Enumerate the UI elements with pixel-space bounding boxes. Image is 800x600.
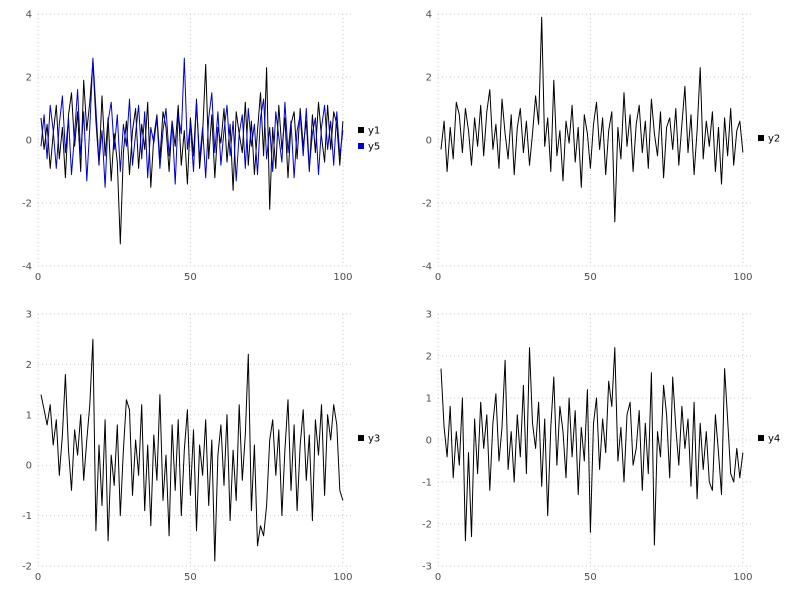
y-tick-label: 1 (426, 394, 432, 405)
x-tick-label: 100 (333, 572, 352, 583)
x-tick-label: 0 (435, 572, 441, 583)
y-tick-label: 0 (426, 136, 432, 147)
legend-swatch-y1 (358, 127, 364, 133)
y-tick-label: -4 (422, 262, 432, 273)
legend-swatch-y3 (358, 435, 364, 441)
x-tick-label: 100 (733, 272, 752, 283)
series-line-y5 (40, 57, 344, 188)
x-tick-label: 50 (184, 572, 197, 583)
x-tick-label: 0 (435, 272, 441, 283)
y-tick-label: -3 (422, 562, 432, 573)
y-tick-label: 3 (26, 310, 32, 321)
y-tick-label: 2 (26, 73, 32, 84)
chart-top-right: -4 -2 0 2 4 0 50 100 y2 (400, 0, 800, 300)
legend-swatch-y4 (758, 435, 764, 441)
legend-label-y3: y3 (368, 434, 380, 445)
y-tick-label: -2 (22, 562, 32, 573)
y-tick-label: -4 (22, 262, 32, 273)
y-tick-label: 0 (26, 136, 32, 147)
series-line-y4 (440, 347, 744, 546)
legend-label-y2: y2 (768, 134, 780, 145)
legend-swatch-y2 (758, 135, 764, 141)
y-tick-label: 0 (426, 436, 432, 447)
x-tick-label: 50 (584, 572, 597, 583)
y-tick-label: 2 (426, 352, 432, 363)
y-tick-label: 0 (26, 461, 32, 472)
plot-top-right: -4 -2 0 2 4 0 50 100 y2 (422, 10, 780, 284)
x-tick-label: 0 (35, 272, 41, 283)
y-tick-label: 4 (26, 10, 32, 21)
x-tick-label: 0 (35, 572, 41, 583)
x-tick-label: 50 (184, 272, 197, 283)
legend-label-y5: y5 (368, 142, 380, 153)
series-line-y3 (40, 338, 344, 562)
x-tick-label: 50 (584, 272, 597, 283)
y-tick-label: 1 (26, 410, 32, 421)
plot-bottom-right: -3 -2 -1 0 1 2 3 0 50 100 y4 (422, 310, 780, 584)
x-tick-label: 100 (733, 572, 752, 583)
plot-top-left: -4 -2 0 2 4 0 50 100 y1 y5 (22, 10, 380, 284)
y-tick-label: -2 (22, 199, 32, 210)
y-tick-label: 2 (426, 73, 432, 84)
x-tick-label: 100 (333, 272, 352, 283)
series-line-y2 (440, 16, 744, 223)
y-tick-label: 2 (26, 360, 32, 371)
y-tick-label: -1 (22, 511, 32, 522)
y-tick-label: 4 (426, 10, 432, 21)
y-tick-label: -1 (422, 478, 432, 489)
legend-label-y4: y4 (768, 434, 780, 445)
chart-top-left: -4 -2 0 2 4 0 50 100 y1 y5 (0, 0, 400, 300)
y-tick-label: -2 (422, 199, 432, 210)
legend-swatch-y5 (358, 143, 364, 149)
chart-bottom-left: -2 -1 0 1 2 3 0 50 100 y3 (0, 300, 400, 600)
plot-bottom-left: -2 -1 0 1 2 3 0 50 100 y3 (22, 310, 380, 584)
y-tick-label: -2 (422, 520, 432, 531)
legend-label-y1: y1 (368, 126, 380, 137)
y-tick-label: 3 (426, 310, 432, 321)
chart-bottom-right: -3 -2 -1 0 1 2 3 0 50 100 y4 (400, 300, 800, 600)
